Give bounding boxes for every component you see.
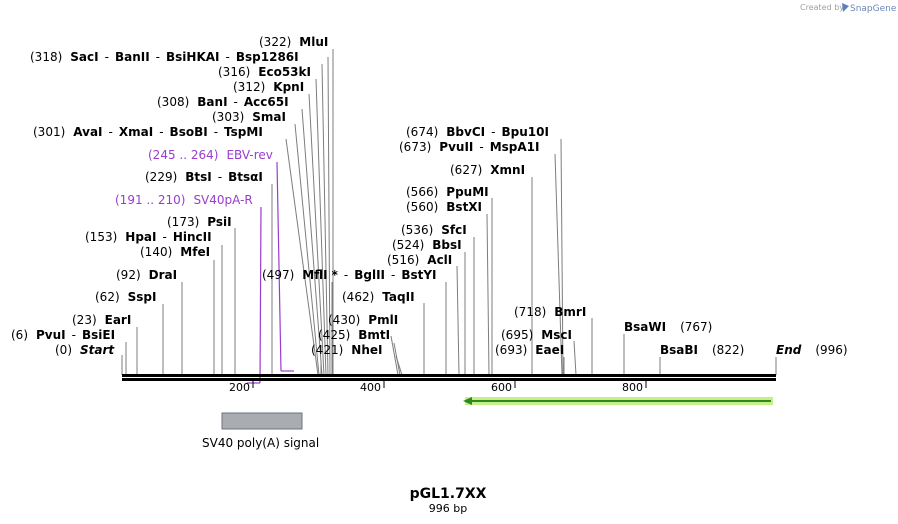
site-label-bmti[interactable]: (425) BmtI <box>318 328 390 342</box>
plasmid-name: pGL1.7XX <box>410 486 487 502</box>
site-label-eco53ki[interactable]: (316) Eco53kI <box>218 65 311 79</box>
site-label-sspi[interactable]: (62) SspI <box>95 290 156 304</box>
site-label-nhei[interactable]: (421) NheI <box>311 343 382 357</box>
site-label-saci[interactable]: (318) SacI - BanII - BsiHKAI - Bsp1286I <box>30 50 299 64</box>
dna-backbone <box>122 374 776 381</box>
site-label-btsi[interactable]: (229) BtsI - BtsαI <box>145 170 263 184</box>
site-label-ppumi[interactable]: (566) PpuMI <box>406 185 489 199</box>
site-label-bsabi[interactable]: BsaBI (822) <box>660 343 744 357</box>
primer-label-ebv-rev[interactable]: (245 .. 264) EBV-rev <box>148 148 273 162</box>
site-label-taqii[interactable]: (462) TaqII <box>342 290 415 304</box>
feature-label: SV40 poly(A) signal <box>202 436 319 450</box>
orf-arrow[interactable] <box>463 397 773 405</box>
site-label-eari[interactable]: (23) EarI <box>72 313 131 327</box>
site-label-mfei[interactable]: (140) MfeI <box>140 245 210 259</box>
site-label-xmni[interactable]: (627) XmnI <box>450 163 525 177</box>
ruler-label: 800 <box>622 381 643 394</box>
site-label-msci[interactable]: (695) MscI <box>501 328 572 342</box>
primer-label-sv40pa-r[interactable]: (191 .. 210) SV40pA-R <box>115 193 253 207</box>
site-label-bmri[interactable]: (718) BmrI <box>514 305 586 319</box>
site-label-sfci[interactable]: (536) SfcI <box>401 223 467 237</box>
primer-ebv-rev-marker[interactable] <box>276 161 294 372</box>
site-label-psii[interactable]: (173) PsiI <box>167 215 232 229</box>
site-label-mlui[interactable]: (322) MluI <box>259 35 328 49</box>
ruler-ticks <box>252 381 647 388</box>
credit-brand: SnapGene <box>850 4 897 14</box>
site-label-mfli[interactable]: (497) MflI * - BglII - BstYI <box>262 268 437 282</box>
ruler-label: 400 <box>360 381 381 394</box>
site-label-avai[interactable]: (301) AvaI - XmaI - BsoBI - TspMI <box>33 125 263 139</box>
ruler-label: 600 <box>491 381 512 394</box>
plasmid-length: 996 bp <box>429 502 467 515</box>
site-label-smai[interactable]: (303) SmaI <box>212 110 286 124</box>
primer-sv40pa-r-marker[interactable] <box>247 206 262 384</box>
site-label-bsawi[interactable]: BsaWI (767) <box>624 320 712 334</box>
snapgene-logo-icon <box>842 3 849 12</box>
site-label-drai[interactable]: (92) DraI <box>116 268 177 282</box>
site-label-end[interactable]: End (996) <box>776 343 848 357</box>
site-label-acli[interactable]: (516) AclI <box>387 253 452 267</box>
site-label-start[interactable]: (0) Start <box>55 343 115 357</box>
site-label-bbvci[interactable]: (674) BbvCI - Bpu10I <box>406 125 549 139</box>
site-label-hpai[interactable]: (153) HpaI - HincII <box>85 230 212 244</box>
feature-sv40-polya-box[interactable] <box>221 412 303 430</box>
site-label-kpni[interactable]: (312) KpnI <box>233 80 304 94</box>
credit-prefix: Created by <box>800 3 844 12</box>
site-connector-lines <box>121 49 777 376</box>
site-label-pvuii[interactable]: (673) PvuII - MspA1I <box>399 140 540 154</box>
site-label-eaei[interactable]: (693) EaeI <box>495 343 564 357</box>
site-label-pvui[interactable]: (6) PvuI - BsiEI <box>11 328 115 342</box>
site-label-bbsi[interactable]: (524) BbsI <box>392 238 462 252</box>
site-label-pmli[interactable]: (430) PmlI <box>328 313 398 327</box>
site-label-bani[interactable]: (308) BanI - Acc65I <box>157 95 289 109</box>
site-label-bstxi[interactable]: (560) BstXI <box>406 200 482 214</box>
ruler-label: 200 <box>229 381 250 394</box>
